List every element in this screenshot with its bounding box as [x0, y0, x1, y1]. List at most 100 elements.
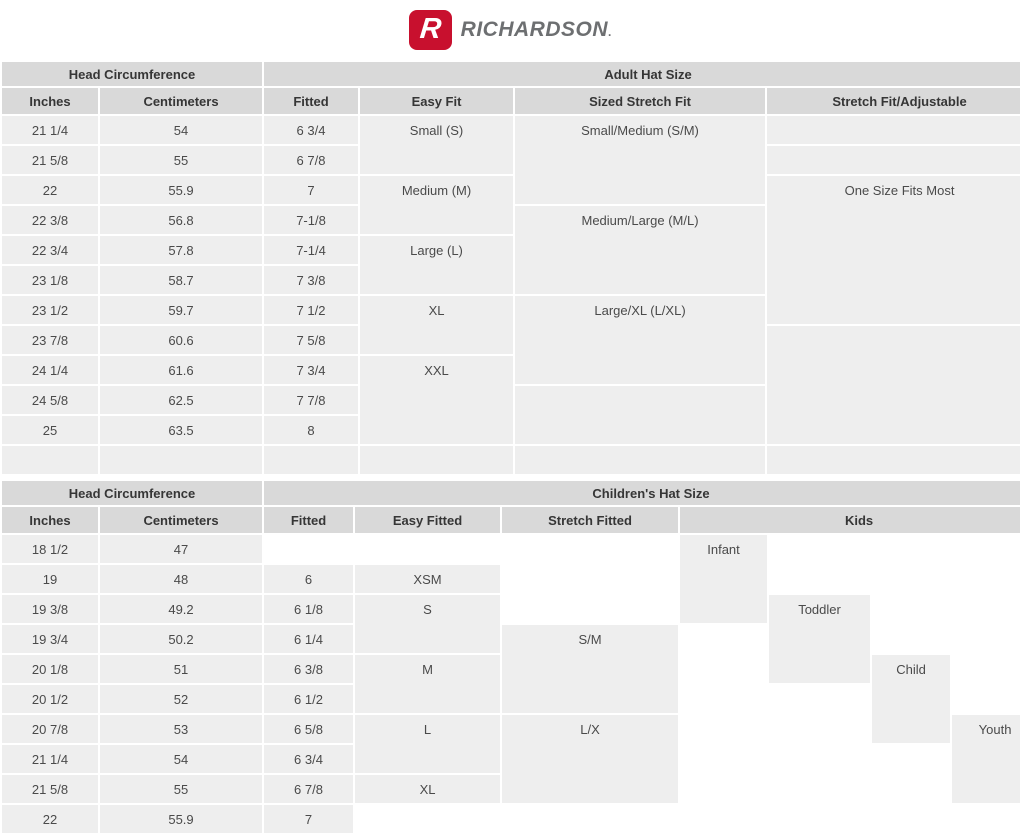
children-stretch-fitted-blank-cell — [502, 805, 678, 833]
adult-stretch-adjustable-empty-cell — [767, 326, 1020, 444]
children-centimeters-cell: 47 — [100, 535, 263, 563]
children-inches-cell: 21 1/4 — [2, 745, 98, 773]
children-col-header-centimeters: Centimeters — [100, 507, 263, 533]
table-row: 22 3/8 56.8 7-1/8 Medium/Large (M/L) — [2, 206, 1020, 294]
children-centimeters-cell: 54 — [100, 745, 263, 773]
childrens-hat-size-table: Head Circumference Children's Hat Size I… — [0, 479, 1020, 835]
adult-inches-cell: 22 3/4 — [2, 236, 98, 264]
adult-hat-size-table: Head Circumference Adult Hat Size Inches… — [0, 60, 1020, 476]
children-kids-child: Child — [872, 655, 951, 743]
adult-stretch-adjustable-empty-cell — [767, 116, 1020, 144]
richardson-logo-icon: R — [408, 10, 452, 50]
children-inches-cell: 20 1/2 — [2, 685, 98, 713]
children-easy-fitted-l: L — [355, 715, 501, 773]
children-inches-cell: 19 3/8 — [2, 595, 98, 623]
children-stretch-fitted-blank-cell — [502, 535, 678, 623]
adult-centimeters-cell: 54 — [100, 116, 263, 144]
adult-col-header-easy-fit: Easy Fit — [360, 88, 514, 114]
adult-fitted-cell: 7 — [264, 176, 359, 204]
adult-inches-cell: 23 1/8 — [2, 266, 98, 294]
children-centimeters-cell: 55.9 — [100, 805, 263, 833]
adult-centimeters-cell: 58.7 — [100, 266, 263, 294]
children-easy-fitted-blank-cell — [355, 535, 500, 563]
children-inches-cell: 20 7/8 — [2, 715, 98, 743]
adult-fitted-cell: 7-1/8 — [264, 206, 359, 234]
adult-inches-cell: 24 5/8 — [2, 386, 98, 414]
adult-inches-cell: 24 1/4 — [2, 356, 98, 384]
adult-fitted-cell: 7 7/8 — [264, 386, 359, 414]
children-inches-cell: 19 3/4 — [2, 625, 98, 653]
table-row: 22 3/4 57.8 7-1/4 Large (L) — [2, 236, 1020, 294]
adult-fitted-cell: 7 3/8 — [264, 266, 359, 294]
children-col-header-stretch-fitted: Stretch Fitted — [502, 507, 679, 533]
children-inches-cell: 21 5/8 — [2, 775, 98, 803]
children-centimeters-cell: 52 — [100, 685, 263, 713]
adult-col-header-centimeters: Centimeters — [100, 88, 263, 114]
adult-centimeters-cell: 55.9 — [100, 176, 263, 204]
table-row: 25 63.5 8 — [2, 416, 1020, 444]
adult-sized-stretch-large-xl: Large/XL (L/XL) — [515, 296, 766, 384]
table-row: 18 1/2 47 Infant — [2, 535, 1020, 623]
adult-inches-cell: 22 — [2, 176, 98, 204]
table-row: 21 5/8 55 6 7/8 — [2, 146, 1020, 174]
table-row: 21 1/4 54 6 3/4 — [2, 745, 1020, 773]
children-kids-blank-cell — [680, 625, 767, 833]
adult-fitted-cell: 7 1/2 — [264, 296, 359, 324]
adult-sized-stretch-medium-large: Medium/Large (M/L) — [515, 206, 766, 294]
children-col-header-kids: Kids — [680, 507, 1020, 533]
table-row: 23 1/2 59.7 7 1/2 XL Large/XL (L/XL) — [2, 296, 1020, 384]
children-fitted-cell: 7 — [264, 805, 354, 833]
children-fitted-cell: 6 3/4 — [264, 745, 354, 773]
adult-fitted-cell: 6 7/8 — [264, 146, 359, 174]
children-easy-fitted-blank-cell — [355, 805, 500, 833]
children-fitted-cell: 6 5/8 — [264, 715, 354, 743]
adult-sized-stretch-empty-cell — [515, 386, 766, 444]
adult-inches-cell: 21 1/4 — [2, 116, 98, 144]
adult-col-header-sized-stretch-fit: Sized Stretch Fit — [515, 88, 766, 114]
adult-fitted-cell: 7 5/8 — [264, 326, 359, 354]
children-kids-blank-cell — [952, 535, 1020, 713]
children-fitted-cell: 6 — [264, 565, 354, 593]
adult-centimeters-cell: 61.6 — [100, 356, 263, 384]
table-row: 19 3/8 49.2 6 1/8 S Toddler — [2, 595, 1020, 683]
adult-inches-cell: 22 3/8 — [2, 206, 98, 234]
adult-fitted-cell: 7 3/4 — [264, 356, 359, 384]
adult-group-header-head-circumference: Head Circumference — [2, 62, 263, 86]
table-row: 20 7/8 53 6 5/8 L L/X Youth — [2, 715, 1020, 803]
children-fitted-blank-cell — [264, 535, 353, 563]
table-row: 24 1/4 61.6 7 3/4 XXL — [2, 356, 1020, 444]
table-row: 24 5/8 62.5 7 7/8 — [2, 386, 1020, 444]
table-row: 22 55.9 7 Medium (M) One Size Fits Most — [2, 176, 1020, 324]
children-fitted-cell: 6 3/8 — [264, 655, 354, 683]
adult-stretch-adjustable-empty-cell — [767, 446, 1020, 474]
children-centimeters-cell: 51 — [100, 655, 263, 683]
children-easy-fitted-xl: XL — [355, 775, 501, 803]
children-fitted-cell: 6 1/2 — [264, 685, 354, 713]
children-kids-blank-cell — [872, 745, 950, 833]
table-row: 23 7/8 60.6 7 5/8 — [2, 326, 1020, 444]
adult-inches-cell: 21 5/8 — [2, 146, 98, 174]
adult-centimeters-cell: 60.6 — [100, 326, 263, 354]
adult-centimeters-cell: 56.8 — [100, 206, 263, 234]
children-kids-toddler: Toddler — [769, 595, 871, 683]
children-kids-blank-cell — [872, 535, 950, 653]
children-kids-blank-cell — [769, 535, 870, 593]
children-kids-blank-cell — [769, 685, 870, 833]
children-inches-cell: 20 1/8 — [2, 655, 98, 683]
children-centimeters-cell: 55 — [100, 775, 263, 803]
children-stretch-fitted-sm: S/M — [502, 625, 679, 713]
children-kids-blank-cell — [952, 805, 1020, 833]
table-row: 20 1/2 52 6 1/2 — [2, 685, 1020, 713]
adult-fitted-cell: 6 3/4 — [264, 116, 359, 144]
children-centimeters-cell: 49.2 — [100, 595, 263, 623]
adult-inches-cell — [2, 446, 98, 474]
adult-centimeters-cell: 63.5 — [100, 416, 263, 444]
children-group-header-head-circumference: Head Circumference — [2, 481, 263, 505]
adult-inches-cell: 23 1/2 — [2, 296, 98, 324]
adult-fitted-cell: 8 — [264, 416, 359, 444]
children-kids-infant: Infant — [680, 535, 768, 623]
adult-centimeters-cell: 57.8 — [100, 236, 263, 264]
adult-inches-cell: 25 — [2, 416, 98, 444]
adult-easy-fit-large: Large (L) — [360, 236, 514, 294]
children-col-header-inches: Inches — [2, 507, 98, 533]
